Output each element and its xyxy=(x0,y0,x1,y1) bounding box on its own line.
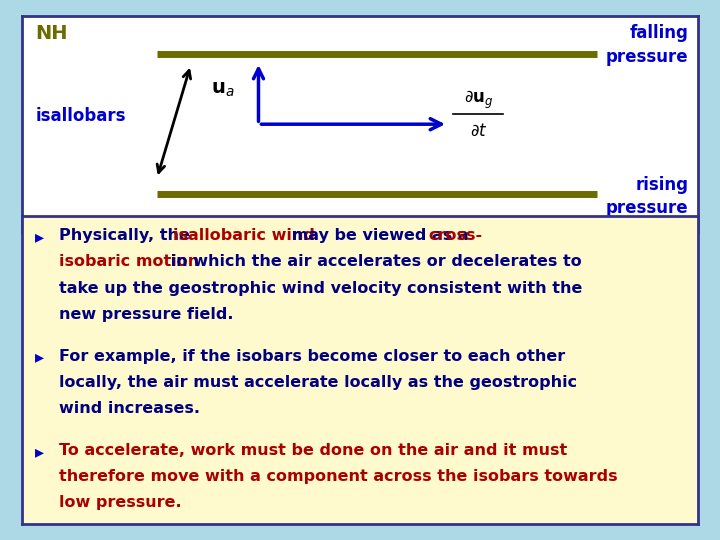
Text: $\partial\mathbf{u}_g$: $\partial\mathbf{u}_g$ xyxy=(464,89,493,111)
Text: $\mathbf{u}_a$: $\mathbf{u}_a$ xyxy=(211,79,235,99)
Text: may be viewed as a: may be viewed as a xyxy=(287,228,474,244)
Text: To accelerate, work must be done on the air and it must: To accelerate, work must be done on the … xyxy=(59,443,567,458)
Text: isobaric motion: isobaric motion xyxy=(59,254,199,269)
Text: take up the geostrophic wind velocity consistent with the: take up the geostrophic wind velocity co… xyxy=(59,281,582,295)
Text: NH: NH xyxy=(35,24,68,43)
Text: in which the air accelerates or decelerates to: in which the air accelerates or decelera… xyxy=(166,254,582,269)
Text: rising
pressure: rising pressure xyxy=(606,176,688,217)
Text: $\partial t$: $\partial t$ xyxy=(469,122,487,140)
Text: locally, the air must accelerate locally as the geostrophic: locally, the air must accelerate locally… xyxy=(59,375,577,390)
Text: new pressure field.: new pressure field. xyxy=(59,307,233,322)
Text: ▸: ▸ xyxy=(35,443,44,461)
Text: cross-: cross- xyxy=(428,228,482,244)
Text: therefore move with a component across the isobars towards: therefore move with a component across t… xyxy=(59,469,618,484)
Text: falling
pressure: falling pressure xyxy=(606,24,688,66)
Text: Physically, the: Physically, the xyxy=(59,228,195,244)
Text: ▸: ▸ xyxy=(35,349,44,367)
Text: ▸: ▸ xyxy=(35,228,44,246)
Text: isallobaric wind: isallobaric wind xyxy=(173,228,315,244)
Text: wind increases.: wind increases. xyxy=(59,401,200,416)
Text: low pressure.: low pressure. xyxy=(59,495,181,510)
Text: isallobars: isallobars xyxy=(35,107,125,125)
Text: For example, if the isobars become closer to each other: For example, if the isobars become close… xyxy=(59,349,565,363)
